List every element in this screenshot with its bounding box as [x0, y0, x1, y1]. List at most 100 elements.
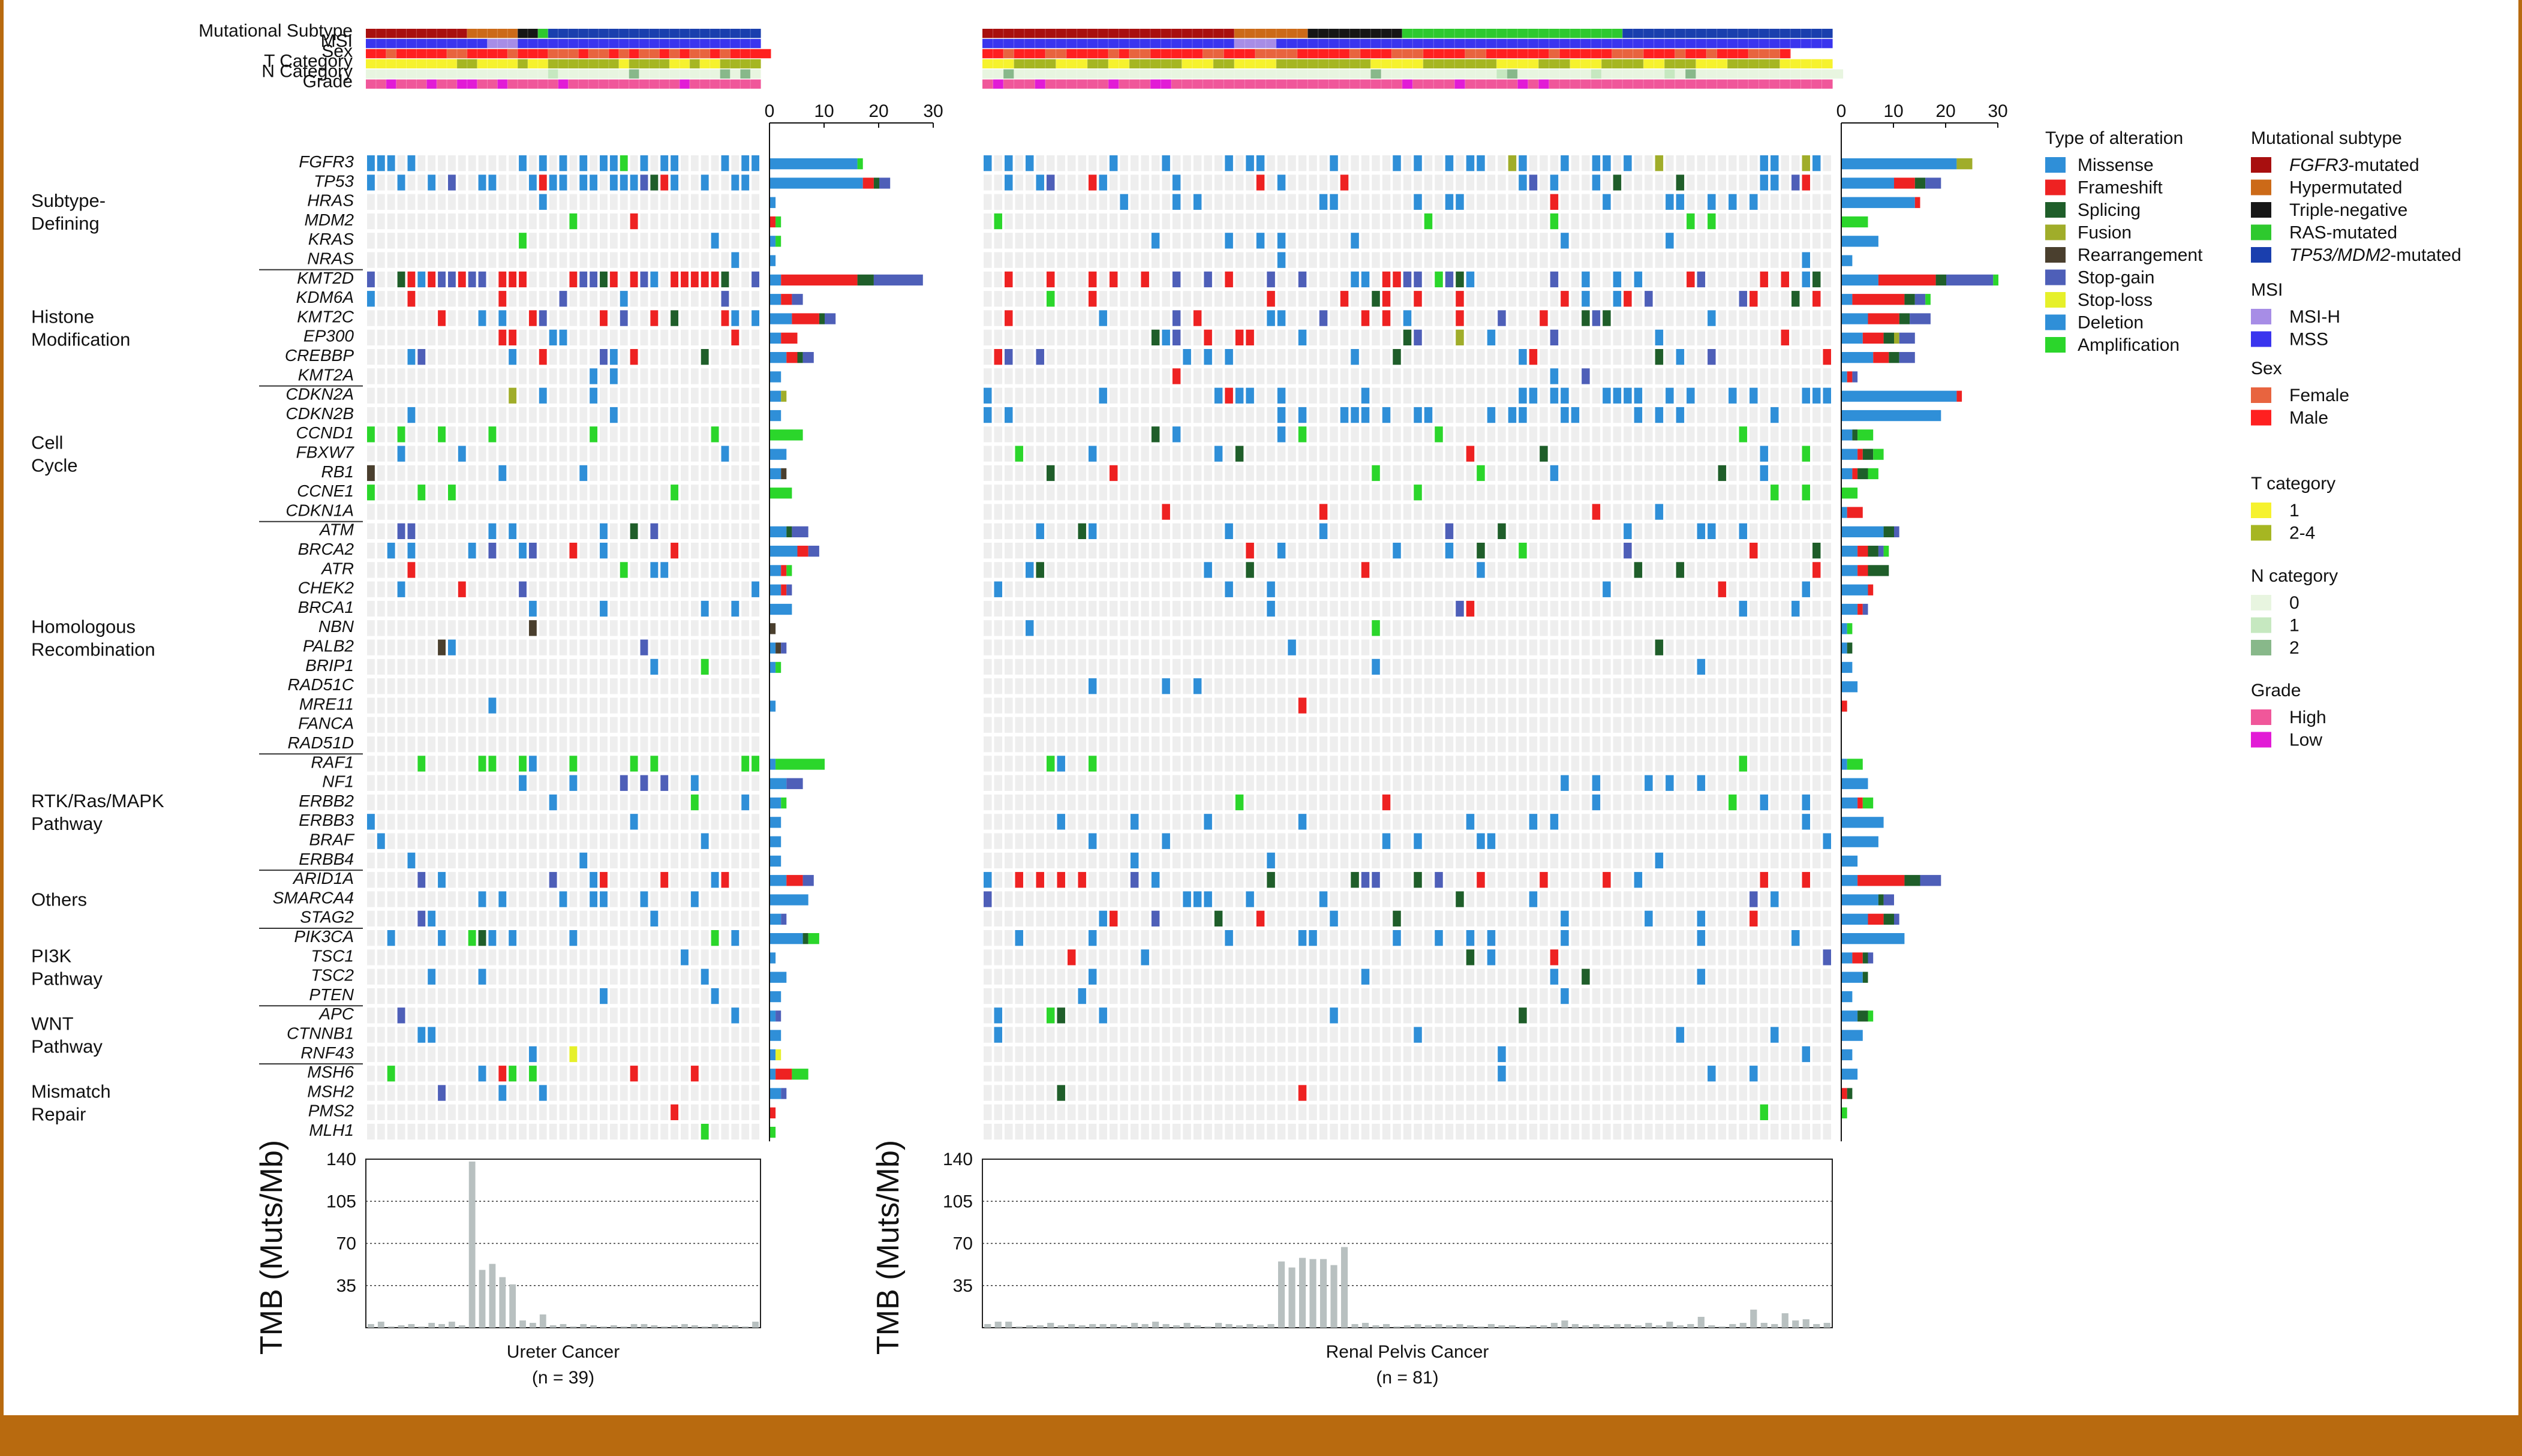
- grid-cell: [600, 639, 608, 655]
- grid-cell: [1183, 543, 1191, 559]
- grid-cell: [478, 872, 486, 888]
- grid-cell: [1487, 155, 1496, 172]
- grid-cell: [711, 1124, 719, 1140]
- grid-cell: [1099, 465, 1107, 482]
- grid-cell: [579, 523, 588, 539]
- grid-cell: [1204, 426, 1212, 443]
- grid-cell: [478, 523, 486, 539]
- annotation-cell: [507, 79, 559, 89]
- grid-cell: [397, 794, 405, 811]
- grid-cell: [579, 949, 588, 965]
- grid-cell: [407, 891, 416, 907]
- grid-cell: [1812, 523, 1821, 539]
- grid-cell: [741, 465, 750, 482]
- grid-cell: [549, 697, 557, 714]
- grid-cell: [1676, 504, 1685, 520]
- grid-cell: [711, 446, 719, 462]
- grid-cell: [1802, 349, 1811, 365]
- grid-cell: [1067, 543, 1076, 559]
- pathway-group-label: Defining: [31, 213, 100, 234]
- alteration-mark-TP53: [660, 175, 669, 191]
- grid-cell: [569, 814, 578, 830]
- grid-cell: [488, 446, 497, 462]
- grid-cell: [630, 678, 638, 694]
- grid-cell: [1561, 310, 1569, 326]
- grid-cell: [519, 794, 527, 811]
- grid-cell: [1099, 407, 1107, 423]
- grid-cell: [681, 891, 689, 907]
- grid-cell: [711, 194, 719, 210]
- grid-cell: [377, 426, 385, 443]
- grid-cell: [650, 717, 659, 733]
- grid-cell: [1267, 523, 1275, 539]
- grid-cell: [1330, 349, 1338, 365]
- grid-cell: [640, 233, 648, 249]
- grid-cell: [428, 697, 436, 714]
- alteration-mark-TP53: [488, 175, 497, 191]
- count-bar-segment-CDKN2B: [770, 410, 781, 422]
- grid-cell: [681, 368, 689, 384]
- grid-cell: [1288, 407, 1296, 423]
- grid-cell: [1424, 465, 1433, 482]
- grid-cell: [549, 504, 557, 520]
- grid-cell: [1109, 504, 1118, 520]
- alteration-mark-TP53: [620, 175, 628, 191]
- grid-cell: [731, 852, 740, 869]
- grid-cell: [590, 833, 598, 849]
- grid-cell: [377, 446, 385, 462]
- count-bar-segment-STAG2: [770, 913, 781, 925]
- grid-cell: [1351, 155, 1359, 172]
- grid-cell: [579, 291, 588, 307]
- grid-cell: [387, 697, 395, 714]
- grid-cell: [559, 485, 567, 501]
- grid-cell: [1204, 543, 1212, 559]
- grid-cell: [630, 872, 638, 888]
- grid-cell: [1529, 291, 1538, 307]
- grid-cell: [1130, 213, 1139, 230]
- grid-cell: [690, 349, 699, 365]
- alteration-mark-BRCA1: [701, 600, 709, 617]
- grid-cell: [539, 775, 547, 791]
- tmb-bar: [368, 1323, 374, 1328]
- grid-cell: [468, 639, 476, 655]
- grid-cell: [458, 1066, 466, 1082]
- grid-cell: [711, 368, 719, 384]
- grid-cell: [752, 523, 759, 539]
- grid-cell: [1256, 426, 1265, 443]
- grid-cell: [671, 407, 679, 423]
- grid-cell: [458, 329, 466, 345]
- grid-cell: [752, 368, 759, 384]
- grid-cell: [1151, 407, 1160, 423]
- grid-cell: [468, 1104, 476, 1120]
- grid-cell: [1309, 543, 1317, 559]
- grid-cell: [1624, 407, 1632, 423]
- grid-cell: [660, 233, 669, 249]
- grid-cell: [1099, 485, 1107, 501]
- annotation-row-label-4: N Category: [261, 62, 353, 82]
- grid-cell: [569, 949, 578, 965]
- grid-cell: [681, 543, 689, 559]
- grid-cell: [367, 194, 375, 210]
- grid-cell: [1466, 213, 1475, 230]
- grid-cell: [701, 426, 709, 443]
- grid-cell: [1603, 329, 1611, 345]
- grid-cell: [488, 291, 497, 307]
- grid-cell: [1172, 485, 1181, 501]
- grid-cell: [1655, 523, 1664, 539]
- annotation-cell: [1066, 49, 1109, 59]
- grid-cell: [1791, 155, 1800, 172]
- grid-cell: [1561, 213, 1569, 230]
- grid-cell: [1403, 213, 1412, 230]
- grid-cell: [1529, 233, 1538, 249]
- gene-label-EP300: EP300: [303, 327, 354, 345]
- grid-cell: [701, 1085, 709, 1101]
- alteration-mark-EP300: [731, 329, 740, 345]
- annotation-cell: [1706, 49, 1718, 59]
- alteration-mark-ATM: [509, 523, 517, 539]
- grid-cell: [1760, 504, 1769, 520]
- grid-cell: [539, 213, 547, 230]
- grid-cell: [1141, 349, 1149, 365]
- grid-cell: [549, 1066, 557, 1082]
- grid-cell: [1025, 291, 1034, 307]
- grid-cell: [539, 910, 547, 926]
